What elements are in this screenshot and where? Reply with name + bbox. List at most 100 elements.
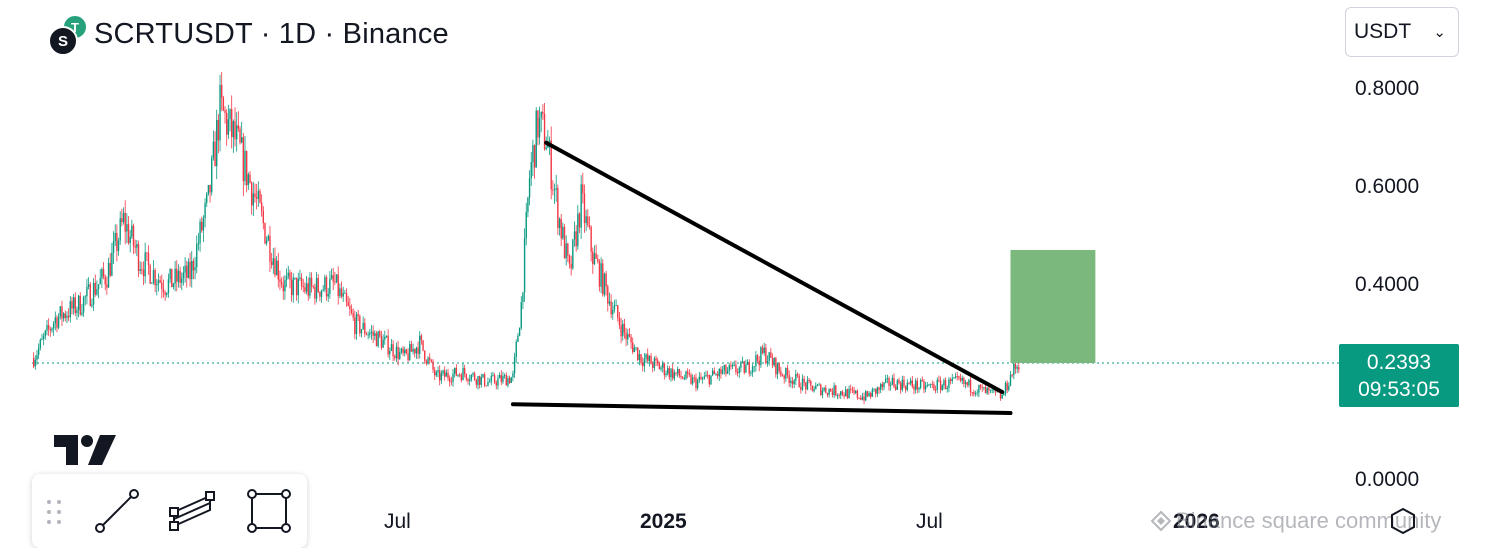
candle-body (279, 279, 281, 282)
candle-body (39, 339, 42, 349)
candle-body (285, 276, 288, 280)
candle-body (305, 283, 308, 292)
parallel-channel-icon[interactable] (168, 486, 218, 536)
candle-body (264, 223, 266, 244)
candle-body (783, 375, 785, 379)
candle-body (204, 202, 206, 219)
candle-body (472, 373, 474, 375)
candle-body (755, 355, 757, 367)
candle-body (800, 387, 802, 390)
y-tick-label: 0.8000 (1355, 77, 1420, 100)
candle-body (81, 312, 83, 315)
tradingview-logo-icon (54, 435, 116, 465)
candle-body (374, 333, 376, 336)
candle-body (131, 225, 133, 237)
candle-body (127, 224, 130, 244)
drag-grip-icon[interactable] (44, 498, 64, 526)
candle-body (953, 377, 955, 379)
trend-line-icon[interactable] (92, 486, 142, 536)
candle-body (460, 375, 463, 381)
candle-body (134, 246, 136, 248)
candle-body (82, 297, 85, 313)
candle-body (109, 263, 111, 276)
candle-body (878, 387, 880, 390)
candle-body (342, 292, 344, 297)
candle-body (483, 374, 486, 386)
candle-body (455, 367, 458, 376)
candle-body (628, 334, 631, 337)
candle-body (171, 268, 173, 288)
candle-body (350, 309, 353, 313)
candle-body (500, 375, 502, 382)
candle-body (543, 113, 546, 150)
candle-body (888, 378, 890, 386)
settings-hexagon-icon[interactable] (1388, 506, 1418, 536)
candle-body (232, 121, 235, 138)
candle-body (359, 316, 361, 334)
last-price-tag: 0.2393 09:53:05 (1339, 344, 1459, 407)
candle-body (116, 233, 118, 251)
candle-body (259, 190, 261, 203)
candle-body (568, 255, 571, 264)
candle-body (1014, 363, 1017, 369)
candle-body (354, 317, 356, 335)
candle-body (505, 375, 507, 386)
candle-body (620, 325, 622, 337)
candle-body (375, 333, 378, 347)
candle-body (948, 379, 950, 388)
candle-body (129, 236, 131, 244)
candle-body (911, 380, 914, 387)
candle-body (736, 372, 739, 374)
candle-body (182, 272, 185, 279)
candle-body (410, 344, 413, 352)
candle-body (748, 361, 750, 374)
candle-body (954, 376, 957, 378)
candle-body (875, 388, 877, 394)
candle-body (821, 390, 824, 395)
candle-body (558, 218, 561, 229)
candle-body (151, 282, 153, 284)
candle-body (357, 314, 359, 317)
currency-select[interactable]: USDT ⌄ (1345, 7, 1459, 57)
candle-body (139, 269, 141, 272)
candle-body (681, 377, 684, 379)
candle-body (929, 384, 932, 385)
candle-body (114, 233, 116, 242)
candle-body (67, 315, 70, 318)
candle-body (249, 174, 251, 183)
descending-trendline[interactable] (544, 140, 1005, 395)
candle-body (775, 357, 777, 375)
candle-body (988, 387, 990, 391)
rectangle-icon[interactable] (244, 486, 294, 536)
candle-body (963, 378, 965, 384)
target-box[interactable] (1010, 249, 1096, 364)
candle-body (475, 379, 478, 385)
candle-body (97, 284, 100, 290)
candle-body (372, 331, 374, 336)
support-line[interactable] (510, 402, 1013, 416)
candle-body (42, 336, 45, 339)
candle-body (741, 361, 744, 363)
candle-body (99, 278, 101, 285)
candle-body (801, 378, 804, 390)
candle-body (643, 358, 646, 367)
candle-body (733, 364, 735, 366)
candle-body (362, 322, 364, 330)
candle-body (968, 379, 970, 386)
candle-body (152, 270, 155, 283)
candle-body (660, 367, 662, 370)
candle-body (889, 384, 892, 386)
candle-body (976, 392, 978, 394)
candle-body (41, 338, 43, 340)
candle-body (725, 365, 727, 374)
candle-body (46, 325, 48, 331)
candle-body (124, 212, 126, 232)
candle-body (282, 284, 284, 292)
candle-body (585, 216, 587, 224)
candle-body (658, 363, 661, 370)
candle-body (678, 369, 681, 376)
candle-body (680, 375, 682, 378)
candle-body (583, 193, 586, 224)
candle-body (409, 344, 411, 361)
